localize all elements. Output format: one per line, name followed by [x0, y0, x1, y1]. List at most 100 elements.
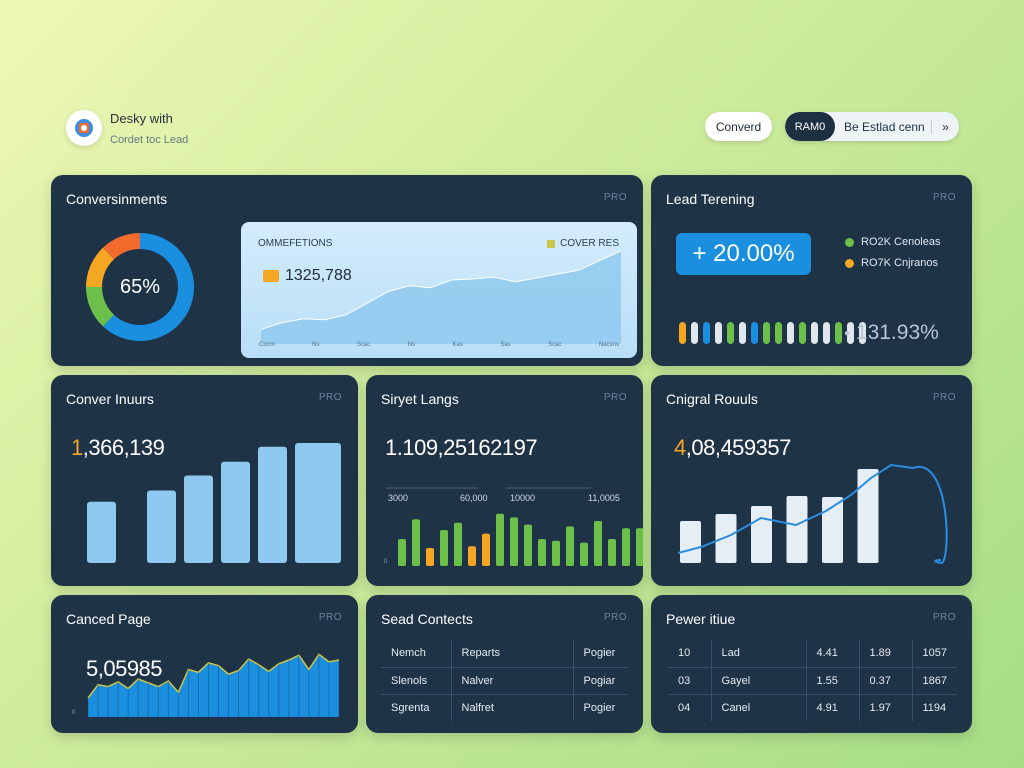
pro-badge: PRO — [932, 392, 956, 403]
bar — [482, 533, 490, 566]
lead-tenering-card: Lead Terening PRO + 20.00% RO2K Cenoleas… — [651, 175, 972, 366]
axis-tick-label: Scac — [548, 342, 562, 348]
table-cell: Pogiar — [572, 667, 628, 695]
card-title: Conver Inuurs — [66, 391, 154, 407]
pro-badge: PRO — [603, 612, 627, 623]
segment-more-button[interactable]: » — [931, 119, 959, 134]
bar — [454, 522, 462, 566]
table-row[interactable]: Nemch Reparts Pogier — [381, 640, 628, 668]
segment-label[interactable]: Be Estlad cenn — [844, 119, 925, 134]
big-number: 5,05985 — [86, 656, 163, 681]
pill-bars — [679, 322, 866, 344]
table-cell: 1194 — [911, 694, 957, 721]
brand: Desky with Cordet toc Lead — [66, 110, 188, 146]
pro-badge: PRO — [318, 392, 342, 403]
table-row[interactable]: 03 Gayel 1.55 0.37 1867 — [668, 667, 957, 695]
table-cell: Pogier — [572, 694, 628, 721]
bar — [552, 540, 560, 566]
bar — [87, 501, 116, 563]
bar — [594, 521, 602, 566]
table-cell: Gayel — [710, 667, 806, 695]
pill-bar — [811, 322, 818, 344]
pro-badge: PRO — [603, 392, 627, 403]
table-cell: Lad — [710, 640, 806, 668]
pill-bar — [763, 322, 770, 344]
segment-active[interactable]: RAM0 — [785, 112, 835, 141]
table-row[interactable]: 04 Canel 4.91 1.97 1194 — [668, 694, 957, 721]
axis-tick-label: 60,000 — [460, 493, 488, 503]
pewer-itiue-card: Pewer itiue PRO 10 Lad 4.41 1.89 1057 03 Gayel… — [651, 595, 972, 733]
inner-value-text: 1325,788 — [285, 267, 352, 284]
dot-icon: ● — [844, 327, 851, 339]
pro-badge: PRO — [932, 192, 956, 203]
brand-logo-icon — [75, 119, 93, 137]
axis-tick-label: 10000 — [510, 493, 536, 503]
y-zero-label: 0 — [72, 710, 76, 716]
sead-contects-card: Sead Contects PRO Nemch Reparts Pogier Slen… — [366, 595, 643, 733]
conver-inuurs-card: Conver Inuurs PRO 1,366,139 — [51, 375, 358, 586]
siryet-langs-card: Siryet Langs PRO 1.109,25162197 3000 60,0… — [366, 375, 643, 586]
donut-slice — [139, 233, 194, 319]
inner-chart-axis: Cocm Ns Scac Ns Kas Sas Scac Nacsns — [259, 342, 619, 348]
table-row[interactable]: Sgrenta Nalfret Pogier — [381, 694, 628, 721]
legend-dot — [845, 258, 854, 268]
table-row[interactable]: 10 Lad 4.41 1.89 1057 — [668, 640, 957, 668]
table-cell: Nemch — [381, 640, 451, 668]
table-cell: Pogier — [572, 640, 628, 668]
brand-text: Desky with Cordet toc Lead — [110, 111, 188, 146]
big-number-lead: 1 — [71, 435, 83, 460]
pill-bar — [799, 322, 806, 344]
table-row[interactable]: Slenols Nalver Pogiar — [381, 667, 628, 695]
bar — [398, 539, 406, 566]
big-number-rest: ,366,139 — [82, 435, 165, 460]
donut-chart: 65% — [85, 232, 195, 342]
big-number: 1,366,139 — [71, 435, 165, 461]
table-cell: Slenols — [381, 667, 451, 695]
wallet-icon — [263, 270, 279, 282]
pill-bar — [715, 322, 722, 344]
axis-tick-label: 3000 — [388, 493, 409, 503]
big-number-rest: ,08,459357 — [685, 435, 792, 460]
table-cell: 0.37 — [858, 667, 912, 695]
table-cell: 1.55 — [805, 667, 859, 695]
pro-badge: PRO — [318, 612, 342, 623]
trend-line — [677, 463, 948, 565]
bar — [440, 530, 448, 566]
legend-item: RO2K Cenoleas — [845, 236, 941, 248]
bars-line-svg — [677, 463, 948, 565]
legend-label: RO2K Cenoleas — [861, 236, 941, 248]
table-cell: 1.89 — [858, 640, 912, 668]
bar — [524, 524, 532, 566]
bar — [258, 446, 287, 563]
small-percentage: ● 131.93% — [844, 321, 939, 345]
bar — [184, 475, 213, 563]
axis-tick-label: Kas — [452, 342, 463, 348]
conversions-inner-chart: OMMEFETIONS COVER RES 1325,788 Cocm Ns Sca… — [241, 222, 637, 358]
area-chart-svg — [260, 250, 622, 344]
bar — [496, 513, 504, 566]
bar — [538, 539, 546, 566]
table-cell: 1057 — [911, 640, 957, 668]
bars-svg — [386, 487, 643, 566]
table-cell: 1867 — [911, 667, 957, 695]
bar — [636, 528, 643, 566]
table-cell: Canel — [710, 694, 806, 721]
donut-slice — [103, 309, 184, 341]
small-pct-text: 131.93% — [855, 321, 939, 344]
convert-button[interactable]: Converd — [705, 112, 772, 141]
axis-tick-label: Sas — [500, 342, 511, 348]
logo — [66, 110, 102, 146]
bar — [857, 469, 879, 563]
card-title: Siryet Langs — [381, 391, 459, 407]
table-cell: 10 — [668, 640, 711, 668]
inner-chart-value: 1325,788 — [263, 267, 352, 285]
donut-slice — [86, 247, 115, 288]
inner-chart-legend: COVER RES — [547, 238, 619, 249]
segment-control: RAM0 Be Estlad cenn » — [785, 112, 959, 141]
bar — [622, 528, 630, 566]
bars-svg — [87, 443, 341, 563]
axis-tick-label: Ns — [312, 342, 320, 348]
area-chart-svg — [87, 653, 340, 717]
axis-tick-label: 11,0005 — [588, 493, 620, 503]
table-cell: 1.97 — [858, 694, 912, 721]
